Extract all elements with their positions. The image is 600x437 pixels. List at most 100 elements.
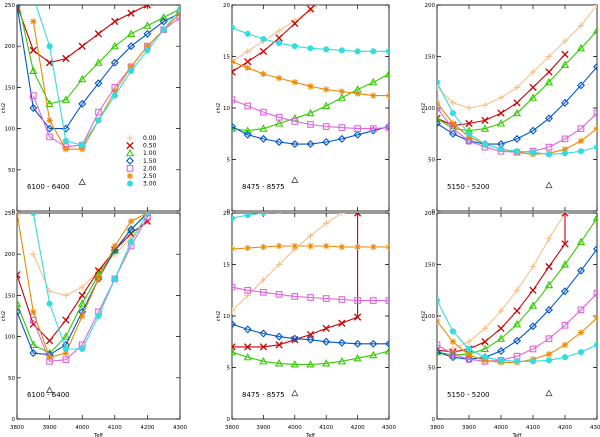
y-axis-label: chi2	[421, 103, 427, 114]
data-point-2.50	[338, 243, 346, 251]
axes-frame	[16, 4, 181, 212]
data-point-1.00	[544, 280, 554, 289]
data-point-0.50	[127, 9, 135, 17]
data-point-1.00	[78, 74, 87, 83]
data-point-3.00	[481, 141, 489, 148]
data-point-2.50	[577, 329, 585, 336]
data-point-3.00	[46, 300, 53, 307]
data-point-1.00	[243, 352, 252, 361]
x-tick-label: 4100	[319, 425, 333, 431]
data-point-1.00	[259, 124, 268, 132]
x-axis-label: Teff	[93, 433, 103, 437]
data-point-2.50	[385, 243, 389, 251]
series-line-0.00	[32, 220, 148, 296]
data-point-2.50	[260, 243, 267, 251]
series-line-1.50	[232, 323, 389, 345]
y-tick-label: 150	[425, 263, 436, 269]
y-tick-label: 0	[432, 209, 436, 215]
series-line-1.00	[437, 217, 597, 356]
data-point-1.00	[143, 21, 152, 29]
data-point-1.50	[337, 338, 346, 347]
data-point-1.00	[528, 301, 538, 309]
data-point-0.50	[322, 324, 330, 333]
data-point-2.50	[307, 242, 314, 250]
data-point-2.50	[449, 338, 457, 345]
data-point-3.00	[339, 203, 345, 209]
data-point-3.00	[176, 6, 180, 13]
data-point-2.00	[561, 135, 569, 143]
data-point-3.00	[232, 215, 236, 222]
y-tick-label: 0	[432, 417, 436, 423]
data-point-0.00	[529, 68, 537, 76]
data-point-2.50	[465, 133, 473, 141]
y-tick-label: 50	[428, 366, 435, 372]
data-point-3.00	[529, 358, 537, 365]
data-point-1.50	[322, 138, 331, 146]
series-line-2.50	[232, 61, 389, 97]
series-line-3.00	[437, 300, 597, 362]
legend-marker-3.00	[126, 180, 134, 187]
data-point-0.50	[465, 119, 473, 128]
data-point-0.50	[529, 83, 537, 92]
data-point-0.00	[465, 338, 473, 345]
data-point-1.50	[232, 320, 236, 329]
legend-marker-0.50	[126, 141, 134, 150]
data-point-3.00	[291, 43, 298, 50]
data-point-1.50	[561, 98, 569, 107]
data-point-1.50	[449, 353, 457, 362]
data-point-3.00	[370, 201, 376, 207]
y-tick-label: 200	[5, 252, 16, 258]
data-point-1.00	[306, 108, 315, 117]
data-point-0.50	[497, 109, 505, 117]
data-point-2.00	[354, 125, 361, 132]
data-point-2.00	[322, 295, 330, 302]
data-point-1.50	[275, 138, 284, 146]
data-point-1.00	[290, 360, 299, 368]
y-axis-label: chi2	[216, 103, 222, 114]
series-line-2.00	[437, 292, 597, 362]
data-point-2.50	[62, 146, 70, 153]
legend-label: 2.00	[143, 165, 157, 172]
data-point-1.00	[480, 124, 490, 132]
data-point-1.50	[306, 140, 315, 149]
y-tick-label: 100	[5, 335, 16, 341]
data-point-1.50	[437, 119, 441, 128]
series-line-1.50	[232, 125, 389, 145]
x-tick-label: 3800	[225, 425, 239, 431]
data-point-3.00	[561, 150, 569, 157]
data-point-0.50	[275, 341, 283, 349]
y-tick-label: 250	[5, 3, 16, 9]
data-point-0.00	[354, 200, 360, 206]
y-tick-label: 5	[227, 158, 231, 164]
data-point-1.00	[61, 332, 71, 340]
data-point-1.50	[529, 322, 537, 331]
data-point-2.50	[127, 218, 135, 225]
data-point-1.00	[384, 69, 389, 78]
data-point-2.00	[46, 133, 53, 141]
data-point-2.00	[244, 102, 252, 110]
data-point-0.00	[307, 232, 314, 239]
data-point-3.00	[513, 148, 521, 155]
series-line-2.00	[232, 99, 389, 130]
data-point-2.50	[275, 74, 283, 82]
data-point-2.00	[561, 321, 569, 329]
data-point-0.50	[29, 46, 37, 54]
data-point-0.50	[545, 68, 553, 76]
data-point-1.50	[127, 42, 136, 51]
data-point-0.00	[79, 283, 86, 291]
data-point-1.00	[78, 299, 87, 307]
data-point-0.00	[323, 220, 330, 227]
data-point-0.00	[30, 251, 37, 258]
x-tick-label: 3900	[43, 425, 57, 431]
series-line-3.00	[232, 213, 268, 219]
y-tick-label: 0	[227, 417, 231, 423]
data-point-0.00	[275, 27, 283, 34]
legend-label: 2.50	[143, 173, 157, 180]
reference-triangle	[291, 176, 299, 183]
legend-marker-2.50	[126, 172, 134, 180]
panel-top-left: 0 50 100 150 200 250 chi2 6100 - 6400	[1, 3, 181, 215]
data-point-2.00	[291, 118, 299, 125]
data-point-3.00	[338, 47, 345, 54]
data-point-1.50	[127, 225, 136, 234]
data-point-3.00	[370, 48, 377, 55]
